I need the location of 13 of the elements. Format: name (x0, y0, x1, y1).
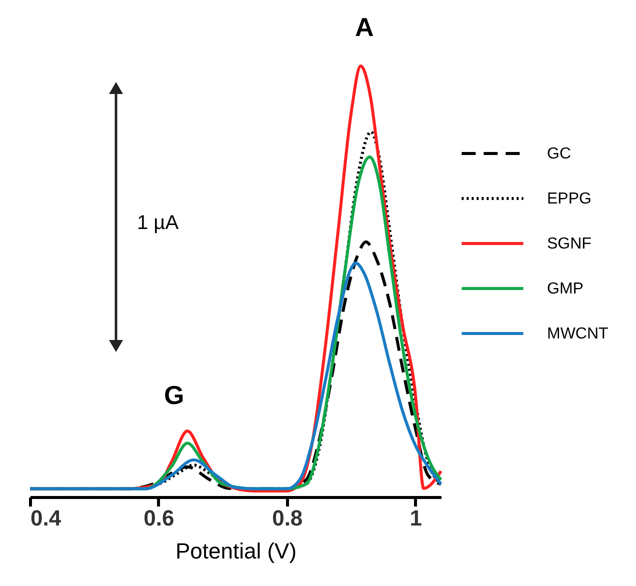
legend-label: MWCNT (547, 326, 609, 342)
x-tick-label: 1 (410, 506, 422, 530)
text: A (355, 12, 374, 43)
x-axis-title: Potential (V) (175, 538, 297, 564)
annotation: 1 µA (137, 212, 179, 235)
x-tick-label: 0.8 (272, 506, 303, 530)
legend-label: GC (547, 146, 571, 162)
legend-label: GMP (547, 280, 584, 298)
x-tick-label: 0.4 (30, 506, 62, 530)
annotation: G (164, 380, 184, 411)
legend-label: EPPG (547, 190, 592, 208)
x-tick-label: 0.6 (144, 506, 174, 530)
legend-label: SGNF (547, 236, 592, 252)
